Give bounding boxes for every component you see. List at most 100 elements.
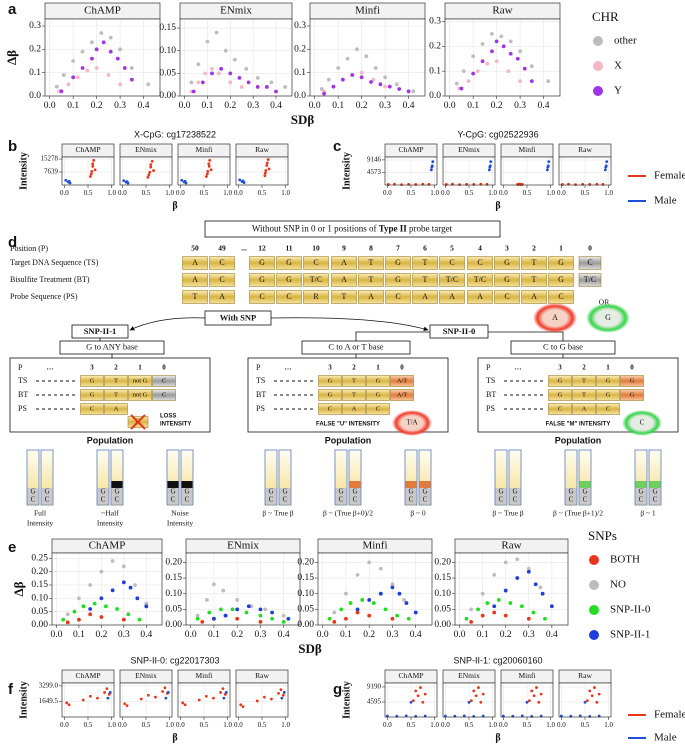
sub-row-label: BT — [256, 390, 266, 399]
plot-frame — [61, 682, 115, 718]
base-label: A — [582, 405, 587, 412]
y-tick-label: 0.05 — [165, 605, 182, 615]
point — [255, 75, 260, 80]
point — [93, 168, 97, 172]
facet-title: Minfi — [195, 145, 212, 154]
point — [461, 69, 466, 74]
x-tick-label: 0.0 — [118, 721, 127, 729]
x-tick-label: 0.5 — [200, 721, 209, 729]
point — [546, 79, 551, 83]
point — [355, 610, 360, 615]
base-label: G — [286, 258, 292, 267]
bar-letter: C — [185, 496, 190, 504]
sub-row-label: P — [256, 363, 261, 372]
point — [110, 588, 115, 593]
base-cell — [521, 273, 547, 287]
y-tick-label: 0.20 — [31, 567, 48, 577]
x-tick-label: 0.4 — [546, 630, 558, 640]
base-label: G — [90, 391, 95, 398]
x-tick-label: 0.5 — [84, 721, 93, 729]
base-cell — [467, 273, 493, 287]
x-tick-label: 0.4 — [138, 101, 150, 111]
pop-cell — [649, 488, 661, 504]
base-label: A — [219, 292, 225, 301]
x-tick-label: 0.2 — [356, 101, 368, 111]
outcome: Intensity — [97, 519, 123, 528]
y-tick-label: 0.1 — [429, 66, 441, 76]
base-cell — [494, 290, 520, 304]
point — [480, 613, 485, 618]
base-label: T — [352, 377, 356, 384]
base-label: T — [582, 391, 586, 398]
base-label: not G — [133, 377, 148, 384]
point — [348, 601, 353, 605]
x-tick-label: 1.0 — [165, 189, 174, 197]
base-label: G — [286, 275, 292, 284]
point — [431, 160, 435, 164]
base-label: C — [259, 292, 264, 301]
facet-title: ENmix — [220, 5, 252, 17]
base-cell — [548, 389, 572, 401]
bar-letter: C — [339, 496, 344, 504]
panel-label: f — [8, 681, 14, 698]
base-label: G — [504, 258, 510, 267]
y-tick-label: 0.3 — [294, 21, 306, 31]
panel-subtitle: C to G base — [543, 341, 583, 351]
point — [258, 613, 263, 618]
point — [180, 178, 184, 182]
point — [532, 694, 536, 698]
base-cell — [572, 375, 596, 387]
base-cell — [390, 389, 414, 401]
base-label: G — [606, 377, 611, 384]
plot-area — [445, 19, 560, 96]
y-tick-label: 0.1 — [29, 68, 41, 78]
point — [99, 615, 104, 619]
point — [115, 56, 120, 61]
point — [152, 169, 155, 172]
point — [331, 84, 336, 89]
x-tick-label: 0.0 — [234, 721, 243, 729]
panel-subtitle: C to A or T base — [328, 341, 383, 351]
legend-label: X — [614, 60, 622, 72]
x-tick-label: 1.0 — [488, 189, 497, 197]
facet-title: Raw — [492, 5, 512, 17]
point — [340, 77, 345, 82]
point — [378, 566, 383, 571]
point — [85, 68, 90, 73]
x-axis-label: β — [172, 200, 177, 211]
point — [406, 616, 411, 621]
facet-title: Raw — [578, 671, 592, 680]
base-label: G — [328, 377, 333, 384]
point — [281, 613, 286, 618]
base-label: A — [341, 275, 347, 284]
x-tick-label: 0.0 — [441, 189, 450, 197]
point — [538, 585, 543, 590]
base-cell — [572, 403, 596, 415]
point — [77, 617, 81, 622]
point — [508, 601, 513, 605]
plot-frame — [235, 156, 289, 186]
point — [122, 66, 127, 70]
bar-letter: G — [44, 488, 49, 496]
bar-letter: C — [45, 496, 50, 504]
point — [520, 714, 524, 718]
plot-area — [455, 553, 568, 625]
legend-key — [589, 580, 599, 590]
point — [390, 585, 395, 590]
x-tick-label: 0.2 — [231, 630, 243, 640]
base-cell — [342, 389, 366, 401]
point — [270, 697, 273, 701]
point — [129, 77, 134, 82]
facet-title: Raw — [255, 671, 269, 680]
base-label: C — [449, 258, 454, 267]
pop-band — [579, 481, 591, 488]
outcome: β ~ (True β+0)/2 — [323, 509, 373, 518]
x-tick-label: 0.0 — [185, 630, 197, 640]
facet-title: Minfi — [195, 671, 212, 680]
point — [400, 183, 403, 186]
x-tick-label: 1.0 — [281, 189, 290, 197]
base-label: C — [477, 258, 482, 267]
row-label: Position (P) — [10, 244, 48, 253]
x-tick-label: 0.1 — [467, 101, 479, 111]
base-label: C — [587, 258, 592, 267]
